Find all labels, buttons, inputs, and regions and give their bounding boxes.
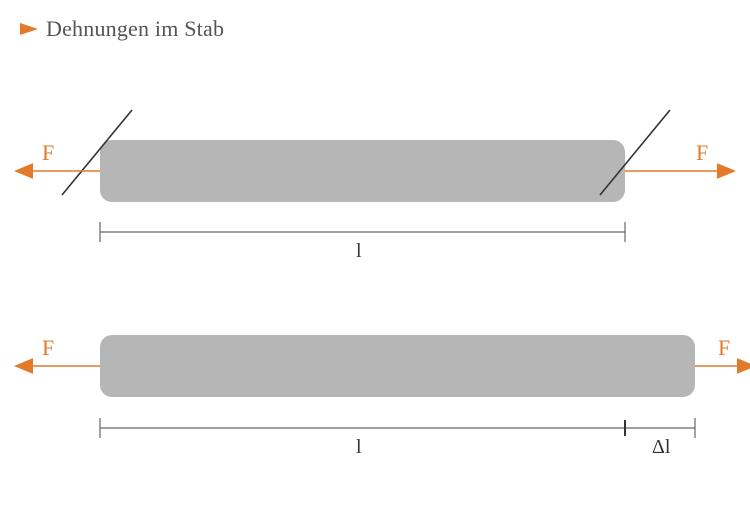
bottom-bar — [100, 335, 695, 397]
dim-bottom — [100, 418, 695, 438]
force-label-bot-left: F — [42, 335, 54, 361]
force-label-top-left: F — [42, 140, 54, 166]
top-assembly — [30, 110, 720, 242]
bottom-assembly — [30, 335, 740, 438]
force-label-bot-right: F — [718, 335, 730, 361]
dim-top — [100, 222, 625, 242]
length-label-bot: l — [356, 436, 362, 459]
delta-length-label: Δl — [652, 436, 670, 459]
length-label-top: l — [356, 240, 362, 263]
diagram-svg — [0, 0, 750, 510]
force-label-top-right: F — [696, 140, 708, 166]
top-bar — [100, 140, 625, 202]
